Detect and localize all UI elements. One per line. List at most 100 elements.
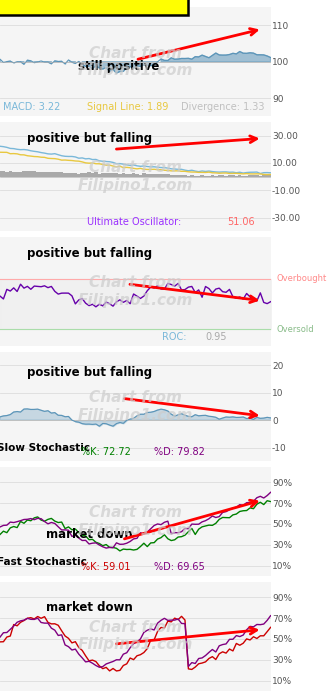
Bar bbox=[36, 172, 39, 177]
Text: positive but falling: positive but falling bbox=[27, 366, 152, 379]
Bar bbox=[108, 173, 111, 177]
Bar bbox=[111, 173, 115, 177]
Bar bbox=[142, 173, 146, 177]
Text: MACD: 3.22: MACD: 3.22 bbox=[3, 102, 60, 112]
Bar bbox=[0, 170, 2, 177]
Text: Chart from
Filipino1.com: Chart from Filipino1.com bbox=[78, 505, 193, 537]
Bar bbox=[170, 174, 173, 177]
Bar bbox=[125, 174, 128, 177]
Bar bbox=[67, 172, 70, 177]
Text: Signal Line: 1.89: Signal Line: 1.89 bbox=[86, 102, 168, 112]
Bar bbox=[180, 174, 183, 177]
Bar bbox=[98, 174, 101, 177]
Bar bbox=[33, 172, 36, 177]
Bar bbox=[242, 176, 245, 177]
Bar bbox=[9, 171, 12, 177]
Bar bbox=[204, 176, 207, 177]
Bar bbox=[105, 173, 108, 177]
Bar bbox=[87, 172, 91, 177]
Bar bbox=[26, 171, 29, 177]
Text: positive but falling: positive but falling bbox=[27, 132, 152, 144]
Bar bbox=[156, 174, 159, 177]
Text: %K: 72.72: %K: 72.72 bbox=[81, 447, 137, 457]
Bar bbox=[56, 172, 60, 177]
Bar bbox=[173, 174, 177, 177]
Bar bbox=[177, 175, 180, 177]
Bar bbox=[217, 175, 221, 177]
Text: Chart from
Filipino1.com: Chart from Filipino1.com bbox=[78, 620, 193, 653]
Bar bbox=[190, 174, 193, 177]
Bar bbox=[132, 173, 135, 177]
Bar bbox=[43, 172, 46, 177]
Bar bbox=[94, 172, 98, 177]
Bar bbox=[207, 175, 211, 177]
Bar bbox=[84, 172, 87, 177]
Text: Chart from
Filipino1.com: Chart from Filipino1.com bbox=[78, 390, 193, 423]
Bar bbox=[2, 171, 5, 177]
Bar bbox=[200, 175, 204, 177]
Bar bbox=[29, 171, 33, 177]
Text: 0.95: 0.95 bbox=[206, 332, 227, 342]
Bar bbox=[135, 174, 139, 177]
Text: still positive: still positive bbox=[79, 61, 160, 73]
Bar bbox=[16, 172, 19, 177]
Bar bbox=[121, 173, 125, 177]
Bar bbox=[50, 172, 53, 177]
Bar bbox=[53, 172, 56, 177]
Text: Fast Stochastic: Fast Stochastic bbox=[0, 558, 87, 567]
Bar bbox=[81, 172, 84, 177]
Bar bbox=[74, 172, 77, 177]
Bar bbox=[265, 174, 269, 177]
Text: Chart from
Filipino1.com: Chart from Filipino1.com bbox=[78, 161, 193, 193]
Bar bbox=[231, 175, 235, 177]
Bar bbox=[238, 175, 242, 177]
Text: market down: market down bbox=[46, 528, 133, 541]
Bar bbox=[115, 174, 118, 177]
Text: positive but falling: positive but falling bbox=[27, 246, 152, 260]
Bar bbox=[39, 172, 43, 177]
Text: Chart from
Filipino1.com: Chart from Filipino1.com bbox=[78, 45, 193, 78]
Bar bbox=[19, 172, 22, 177]
Bar bbox=[101, 173, 105, 177]
Bar bbox=[149, 174, 152, 177]
Bar bbox=[183, 175, 187, 177]
Bar bbox=[128, 174, 132, 177]
Bar bbox=[12, 172, 16, 177]
Bar bbox=[139, 174, 142, 177]
Bar bbox=[5, 172, 9, 177]
Bar bbox=[91, 173, 94, 177]
Bar bbox=[163, 174, 166, 177]
Bar bbox=[193, 176, 197, 177]
Bar bbox=[221, 175, 224, 177]
Bar bbox=[22, 171, 26, 177]
Bar bbox=[248, 175, 252, 177]
Text: Divergence: 1.33: Divergence: 1.33 bbox=[181, 102, 265, 112]
Text: market down: market down bbox=[46, 601, 133, 614]
Bar bbox=[166, 174, 170, 177]
Bar bbox=[46, 172, 50, 177]
Bar bbox=[152, 174, 156, 177]
Text: ROC:: ROC: bbox=[162, 332, 190, 342]
Bar bbox=[211, 175, 214, 177]
Bar bbox=[77, 174, 81, 177]
Text: %D: 79.82: %D: 79.82 bbox=[154, 447, 205, 457]
Bar bbox=[224, 176, 228, 177]
Text: Chart from
Filipino1.com: Chart from Filipino1.com bbox=[78, 275, 193, 308]
Bar bbox=[269, 175, 272, 177]
Text: Slow Stochastic: Slow Stochastic bbox=[0, 443, 90, 452]
Text: %D: 69.65: %D: 69.65 bbox=[154, 562, 205, 572]
Bar bbox=[262, 174, 265, 177]
Bar bbox=[187, 176, 190, 177]
Bar bbox=[159, 174, 163, 177]
Text: %K: 59.01: %K: 59.01 bbox=[81, 562, 137, 572]
Bar bbox=[60, 172, 63, 177]
Bar bbox=[70, 172, 74, 177]
Text: Oversold: Oversold bbox=[276, 325, 314, 334]
Bar bbox=[63, 173, 67, 177]
Bar bbox=[118, 174, 121, 177]
Bar bbox=[214, 176, 217, 177]
Text: 51.06: 51.06 bbox=[227, 217, 255, 227]
Bar bbox=[252, 175, 255, 177]
Bar bbox=[245, 176, 248, 177]
Text: Ultimate Oscillator:: Ultimate Oscillator: bbox=[86, 217, 184, 227]
